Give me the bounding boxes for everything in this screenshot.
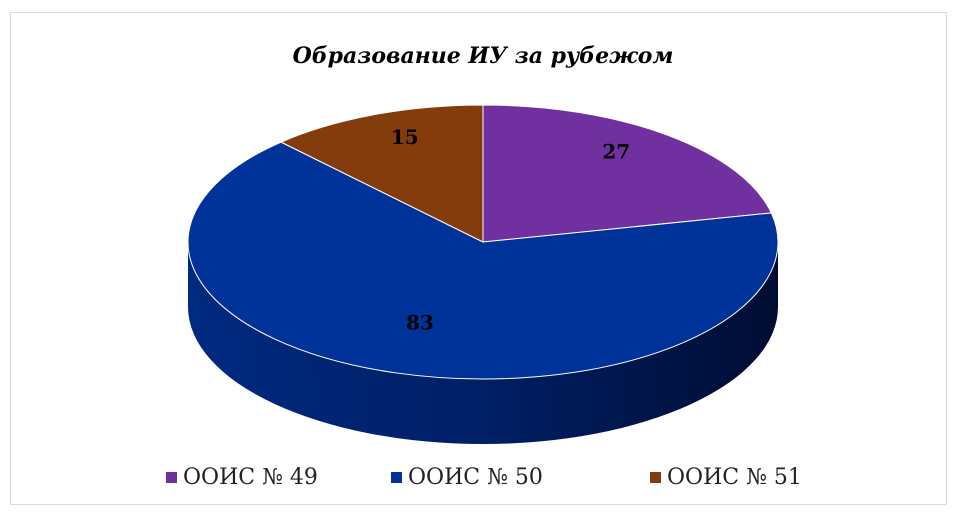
- legend-label: ООИС № 49: [183, 465, 318, 490]
- data-label: 83: [406, 311, 434, 335]
- legend-swatch: [650, 472, 661, 483]
- pie-slice: [187, 141, 779, 380]
- legend-label: ООИС № 50: [408, 465, 543, 490]
- pie-slice: [279, 104, 484, 243]
- legend-swatch: [166, 472, 177, 483]
- pie-slice: [482, 104, 773, 243]
- data-label: 27: [602, 140, 630, 164]
- legend-swatch: [391, 472, 402, 483]
- legend-label: ООИС № 51: [667, 465, 802, 490]
- pie-side: [188, 242, 778, 444]
- chart-title: Образование ИУ за рубежом: [293, 43, 674, 69]
- data-label: 15: [391, 125, 419, 149]
